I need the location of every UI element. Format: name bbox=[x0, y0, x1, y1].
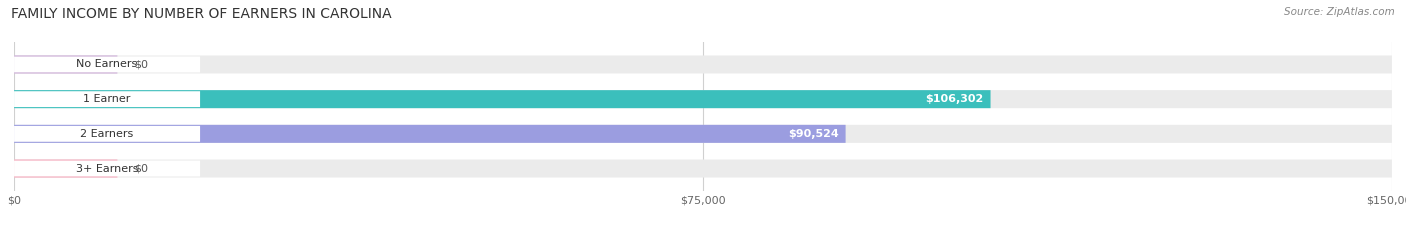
Text: Source: ZipAtlas.com: Source: ZipAtlas.com bbox=[1284, 7, 1395, 17]
FancyBboxPatch shape bbox=[14, 55, 1392, 73]
FancyBboxPatch shape bbox=[14, 57, 200, 72]
Text: FAMILY INCOME BY NUMBER OF EARNERS IN CAROLINA: FAMILY INCOME BY NUMBER OF EARNERS IN CA… bbox=[11, 7, 392, 21]
FancyBboxPatch shape bbox=[14, 160, 1392, 178]
Text: No Earners: No Earners bbox=[76, 59, 138, 69]
Text: 2 Earners: 2 Earners bbox=[80, 129, 134, 139]
Text: $0: $0 bbox=[134, 59, 148, 69]
Text: 3+ Earners: 3+ Earners bbox=[76, 164, 138, 174]
FancyBboxPatch shape bbox=[14, 90, 1392, 108]
FancyBboxPatch shape bbox=[14, 160, 118, 178]
FancyBboxPatch shape bbox=[14, 90, 991, 108]
Text: 1 Earner: 1 Earner bbox=[83, 94, 131, 104]
Text: $0: $0 bbox=[134, 164, 148, 174]
FancyBboxPatch shape bbox=[14, 161, 200, 176]
FancyBboxPatch shape bbox=[14, 125, 1392, 143]
FancyBboxPatch shape bbox=[14, 126, 200, 142]
FancyBboxPatch shape bbox=[14, 125, 845, 143]
FancyBboxPatch shape bbox=[14, 55, 118, 73]
Text: $90,524: $90,524 bbox=[787, 129, 839, 139]
Text: $106,302: $106,302 bbox=[925, 94, 984, 104]
FancyBboxPatch shape bbox=[14, 91, 200, 107]
